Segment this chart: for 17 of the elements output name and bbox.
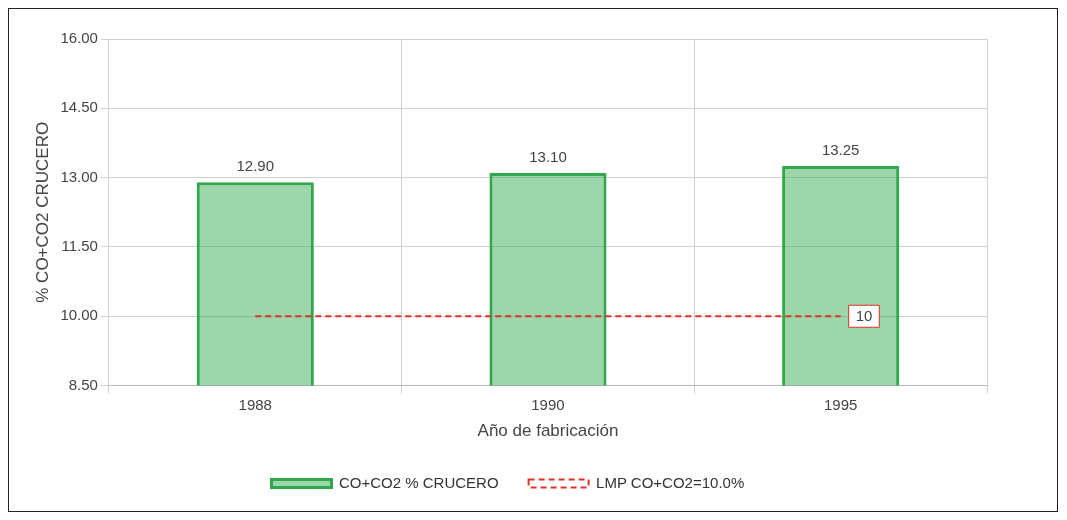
y-tick-label: 11.50 <box>61 237 98 255</box>
legend-label: CO+CO2 % CRUCERO <box>338 473 499 491</box>
y-tick-label: 8.50 <box>68 375 98 393</box>
y-tick-label: 10.00 <box>60 306 98 324</box>
data-label: 13.25 <box>821 140 860 158</box>
data-label: 10 <box>855 307 873 325</box>
x-tick-label: 1995 <box>823 395 858 413</box>
data-label: 12.90 <box>236 156 275 174</box>
y-axis-title: % CO+CO2 CRUCERO <box>32 121 52 303</box>
data-label: 13.10 <box>529 147 567 165</box>
y-tick-label: 16.00 <box>60 29 98 47</box>
x-tick-label: 1988 <box>238 395 272 413</box>
x-tick-label: 1990 <box>531 395 565 413</box>
y-tick-label: 14.50 <box>60 98 98 116</box>
y-tick-label: 13.00 <box>60 167 98 185</box>
legend-label: LMP CO+CO2=10.0% <box>596 473 745 491</box>
x-axis-title: Año de fabricación <box>477 421 619 441</box>
